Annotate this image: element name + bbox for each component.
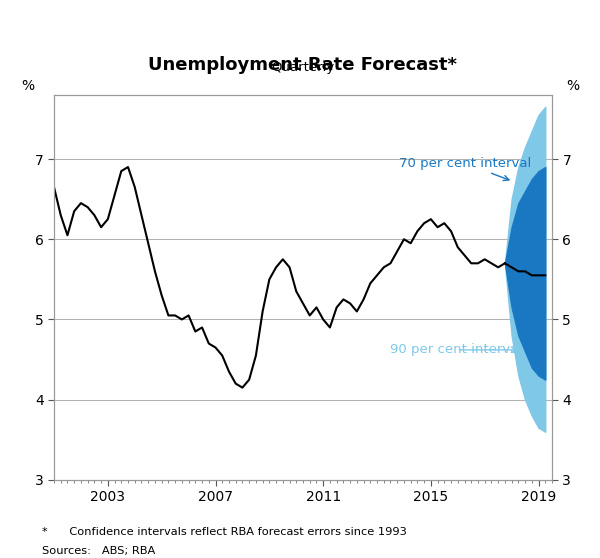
Text: %: % <box>566 79 580 93</box>
Title: Unemployment Rate Forecast*: Unemployment Rate Forecast* <box>149 56 458 74</box>
Text: Quarterly: Quarterly <box>271 61 335 74</box>
Text: Sources:   ABS; RBA: Sources: ABS; RBA <box>42 546 155 556</box>
Text: *      Confidence intervals reflect RBA forecast errors since 1993: * Confidence intervals reflect RBA forec… <box>42 527 407 537</box>
Text: 70 per cent interval: 70 per cent interval <box>398 157 531 181</box>
Text: %: % <box>22 79 35 93</box>
Text: 90 per cent interval: 90 per cent interval <box>391 343 523 357</box>
